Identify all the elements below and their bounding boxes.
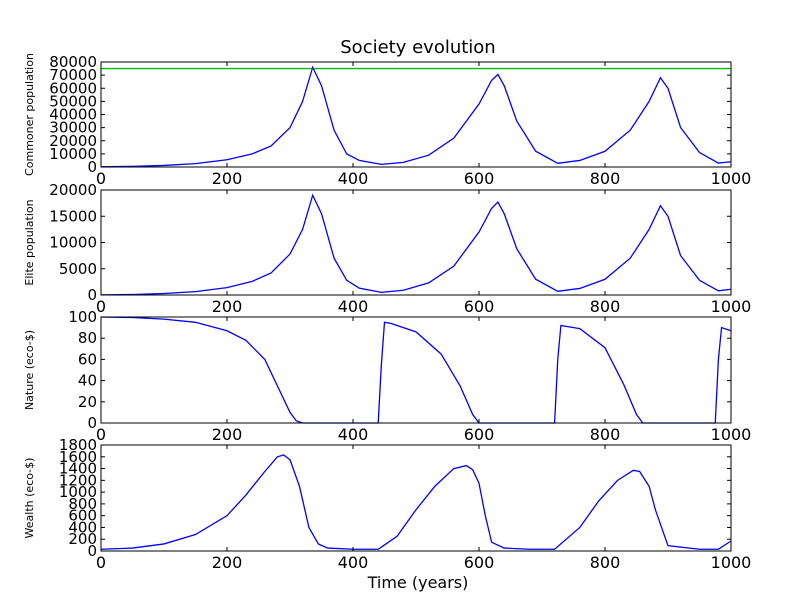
x-axis-label: Time (years): [367, 573, 469, 592]
y-tick-label: 30000: [49, 119, 97, 137]
x-tick-label: 600: [464, 553, 495, 572]
y-axis-label: Commoner population: [23, 53, 36, 176]
y-tick-label: 40: [78, 372, 97, 390]
x-tick-label: 800: [590, 297, 621, 316]
series-line: [100, 316, 732, 424]
series-line: [100, 65, 732, 168]
x-tick-label: 1000: [711, 553, 752, 572]
plot-frame: [100, 444, 732, 552]
y-tick-label: 15000: [49, 207, 97, 225]
x-tick-label: 200: [212, 169, 243, 188]
x-tick-label: 0: [96, 425, 106, 444]
y-tick-label: 200: [68, 530, 97, 548]
y-tick-label: 0: [87, 158, 97, 176]
plot-frame: [100, 189, 732, 296]
x-tick-label: 600: [464, 297, 495, 316]
panel-1: 0 200 400 600 800 100001000020000300004000050…: [23, 53, 751, 188]
y-tick-label: 1400: [59, 460, 97, 478]
y-tick-label: 60: [78, 350, 97, 368]
x-tick-label: 400: [338, 169, 369, 188]
x-tick-label: 800: [590, 425, 621, 444]
series-line: [100, 193, 732, 296]
y-tick-label: 50000: [49, 92, 97, 110]
x-tick-label: 1000: [711, 169, 752, 188]
y-tick-label: 5000: [59, 260, 97, 278]
x-tick-label: 0: [96, 553, 106, 572]
y-axis-label: Elite population: [23, 199, 36, 285]
y-tick-label: 1200: [59, 471, 97, 489]
y-tick-label: 400: [68, 518, 97, 536]
y-tick-label: 20000: [49, 132, 97, 150]
x-tick-label: 800: [590, 169, 621, 188]
y-tick-label: 40000: [49, 106, 97, 124]
x-tick-label: 200: [212, 425, 243, 444]
y-axis-label: Wealth (eco-$): [23, 458, 36, 539]
y-tick-label: 0: [87, 542, 97, 560]
x-tick-label: 1000: [711, 297, 752, 316]
y-tick-label: 20000: [49, 181, 97, 199]
y-tick-label: 1800: [59, 436, 97, 454]
y-tick-label: 80: [78, 329, 97, 347]
y-tick-label: 10000: [49, 234, 97, 252]
plot-frame: [100, 61, 732, 168]
y-tick-label: 80000: [49, 53, 97, 71]
y-axis-label: Nature (eco-$): [23, 330, 36, 410]
x-tick-label: 1000: [711, 425, 752, 444]
y-tick-label: 10000: [49, 145, 97, 163]
y-tick-label: 20: [78, 393, 97, 411]
plot-frame: [100, 316, 732, 424]
y-tick-label: 60000: [49, 79, 97, 97]
x-tick-label: 200: [212, 553, 243, 572]
x-tick-label: 200: [212, 297, 243, 316]
panel-4: 0 200 400 600 800 100002004006008001000120014…: [23, 436, 751, 572]
y-tick-label: 0: [87, 414, 97, 432]
y-tick-label: 70000: [49, 66, 97, 84]
y-tick-label: 800: [68, 495, 97, 513]
x-tick-label: 0: [96, 297, 106, 316]
y-tick-label: 1600: [59, 448, 97, 466]
x-tick-label: 600: [464, 425, 495, 444]
x-tick-label: 400: [338, 297, 369, 316]
panel-2: 0 200 400 600 800 100005000100001500020000Eli…: [23, 181, 751, 316]
figure-title: Society evolution: [340, 37, 495, 58]
panels: 0 200 400 600 800 100001000020000300004000050…: [23, 53, 751, 572]
x-tick-label: 400: [338, 425, 369, 444]
series-line: [100, 454, 732, 550]
x-tick-label: 400: [338, 553, 369, 572]
y-tick-label: 0: [87, 286, 97, 304]
x-tick-label: 600: [464, 169, 495, 188]
x-tick-label: 800: [590, 553, 621, 572]
y-tick-label: 1000: [59, 483, 97, 501]
x-tick-label: 0: [96, 169, 106, 188]
y-tick-label: 100: [68, 308, 97, 326]
y-tick-label: 600: [68, 507, 97, 525]
panel-3: 0 200 400 600 800 1000 0 20 40 60 80 100 Nature (eco…: [23, 308, 751, 444]
